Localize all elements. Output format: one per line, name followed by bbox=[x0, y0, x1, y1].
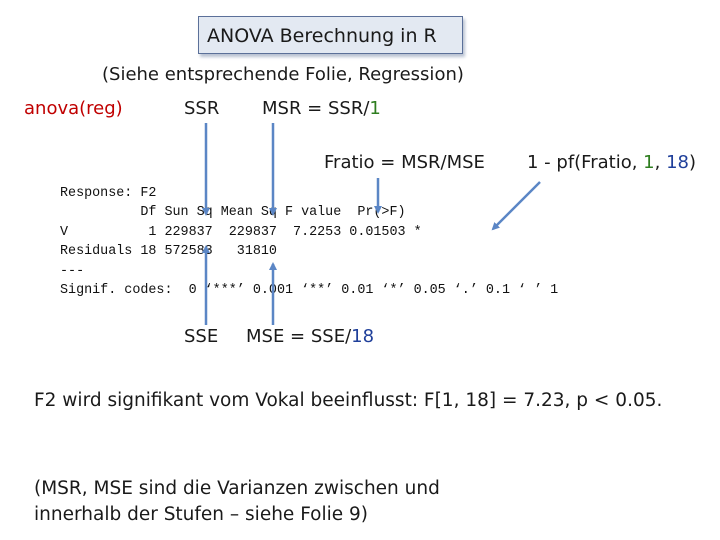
ssr-label: SSR bbox=[184, 98, 220, 119]
arrow-pvalue bbox=[491, 181, 541, 231]
r-output-line-residuals: Residuals 18 572583 31810 bbox=[60, 244, 277, 259]
r-output-line-response: Response: F2 bbox=[60, 186, 157, 201]
pf-df2: 18 bbox=[666, 152, 689, 173]
mse-df: 18 bbox=[351, 326, 375, 347]
mse-prefix: MSE = SSE/ bbox=[246, 326, 352, 347]
mse-formula: MSE = SSE/18 bbox=[246, 326, 374, 347]
pf-formula: 1 - pf(Fratio, 1, 18) bbox=[527, 152, 696, 173]
pf-prefix: 1 - pf(Fratio, bbox=[527, 152, 644, 173]
pf-suffix: ) bbox=[688, 152, 697, 173]
note-line-2: innerhalb der Stufen – siehe Folie 9) bbox=[34, 504, 369, 525]
sse-label: SSE bbox=[184, 326, 219, 347]
subtitle: (Siehe entsprechende Folie, Regression) bbox=[102, 64, 464, 85]
msr-df: 1 bbox=[369, 98, 381, 119]
title-box: ANOVA Berechnung in R bbox=[198, 16, 463, 54]
conclusion-text: F2 wird signifikant vom Vokal beeinfluss… bbox=[34, 390, 663, 411]
anova-label: anova(reg) bbox=[24, 98, 123, 119]
msr-prefix: MSR = SSR/ bbox=[262, 98, 370, 119]
note-line-1: (MSR, MSE sind die Varianzen zwischen un… bbox=[34, 478, 440, 499]
fratio-formula: Fratio = MSR/MSE bbox=[324, 152, 485, 173]
r-output-line-separator: --- bbox=[60, 264, 85, 279]
msr-formula: MSR = SSR/1 bbox=[262, 98, 381, 119]
pf-df1: 1 bbox=[643, 152, 655, 173]
page-title: ANOVA Berechnung in R bbox=[207, 25, 437, 47]
r-output-line-v: V 1 229837 229837 7.2253 0.01503 * bbox=[60, 225, 422, 240]
pf-sep: , bbox=[654, 152, 667, 173]
